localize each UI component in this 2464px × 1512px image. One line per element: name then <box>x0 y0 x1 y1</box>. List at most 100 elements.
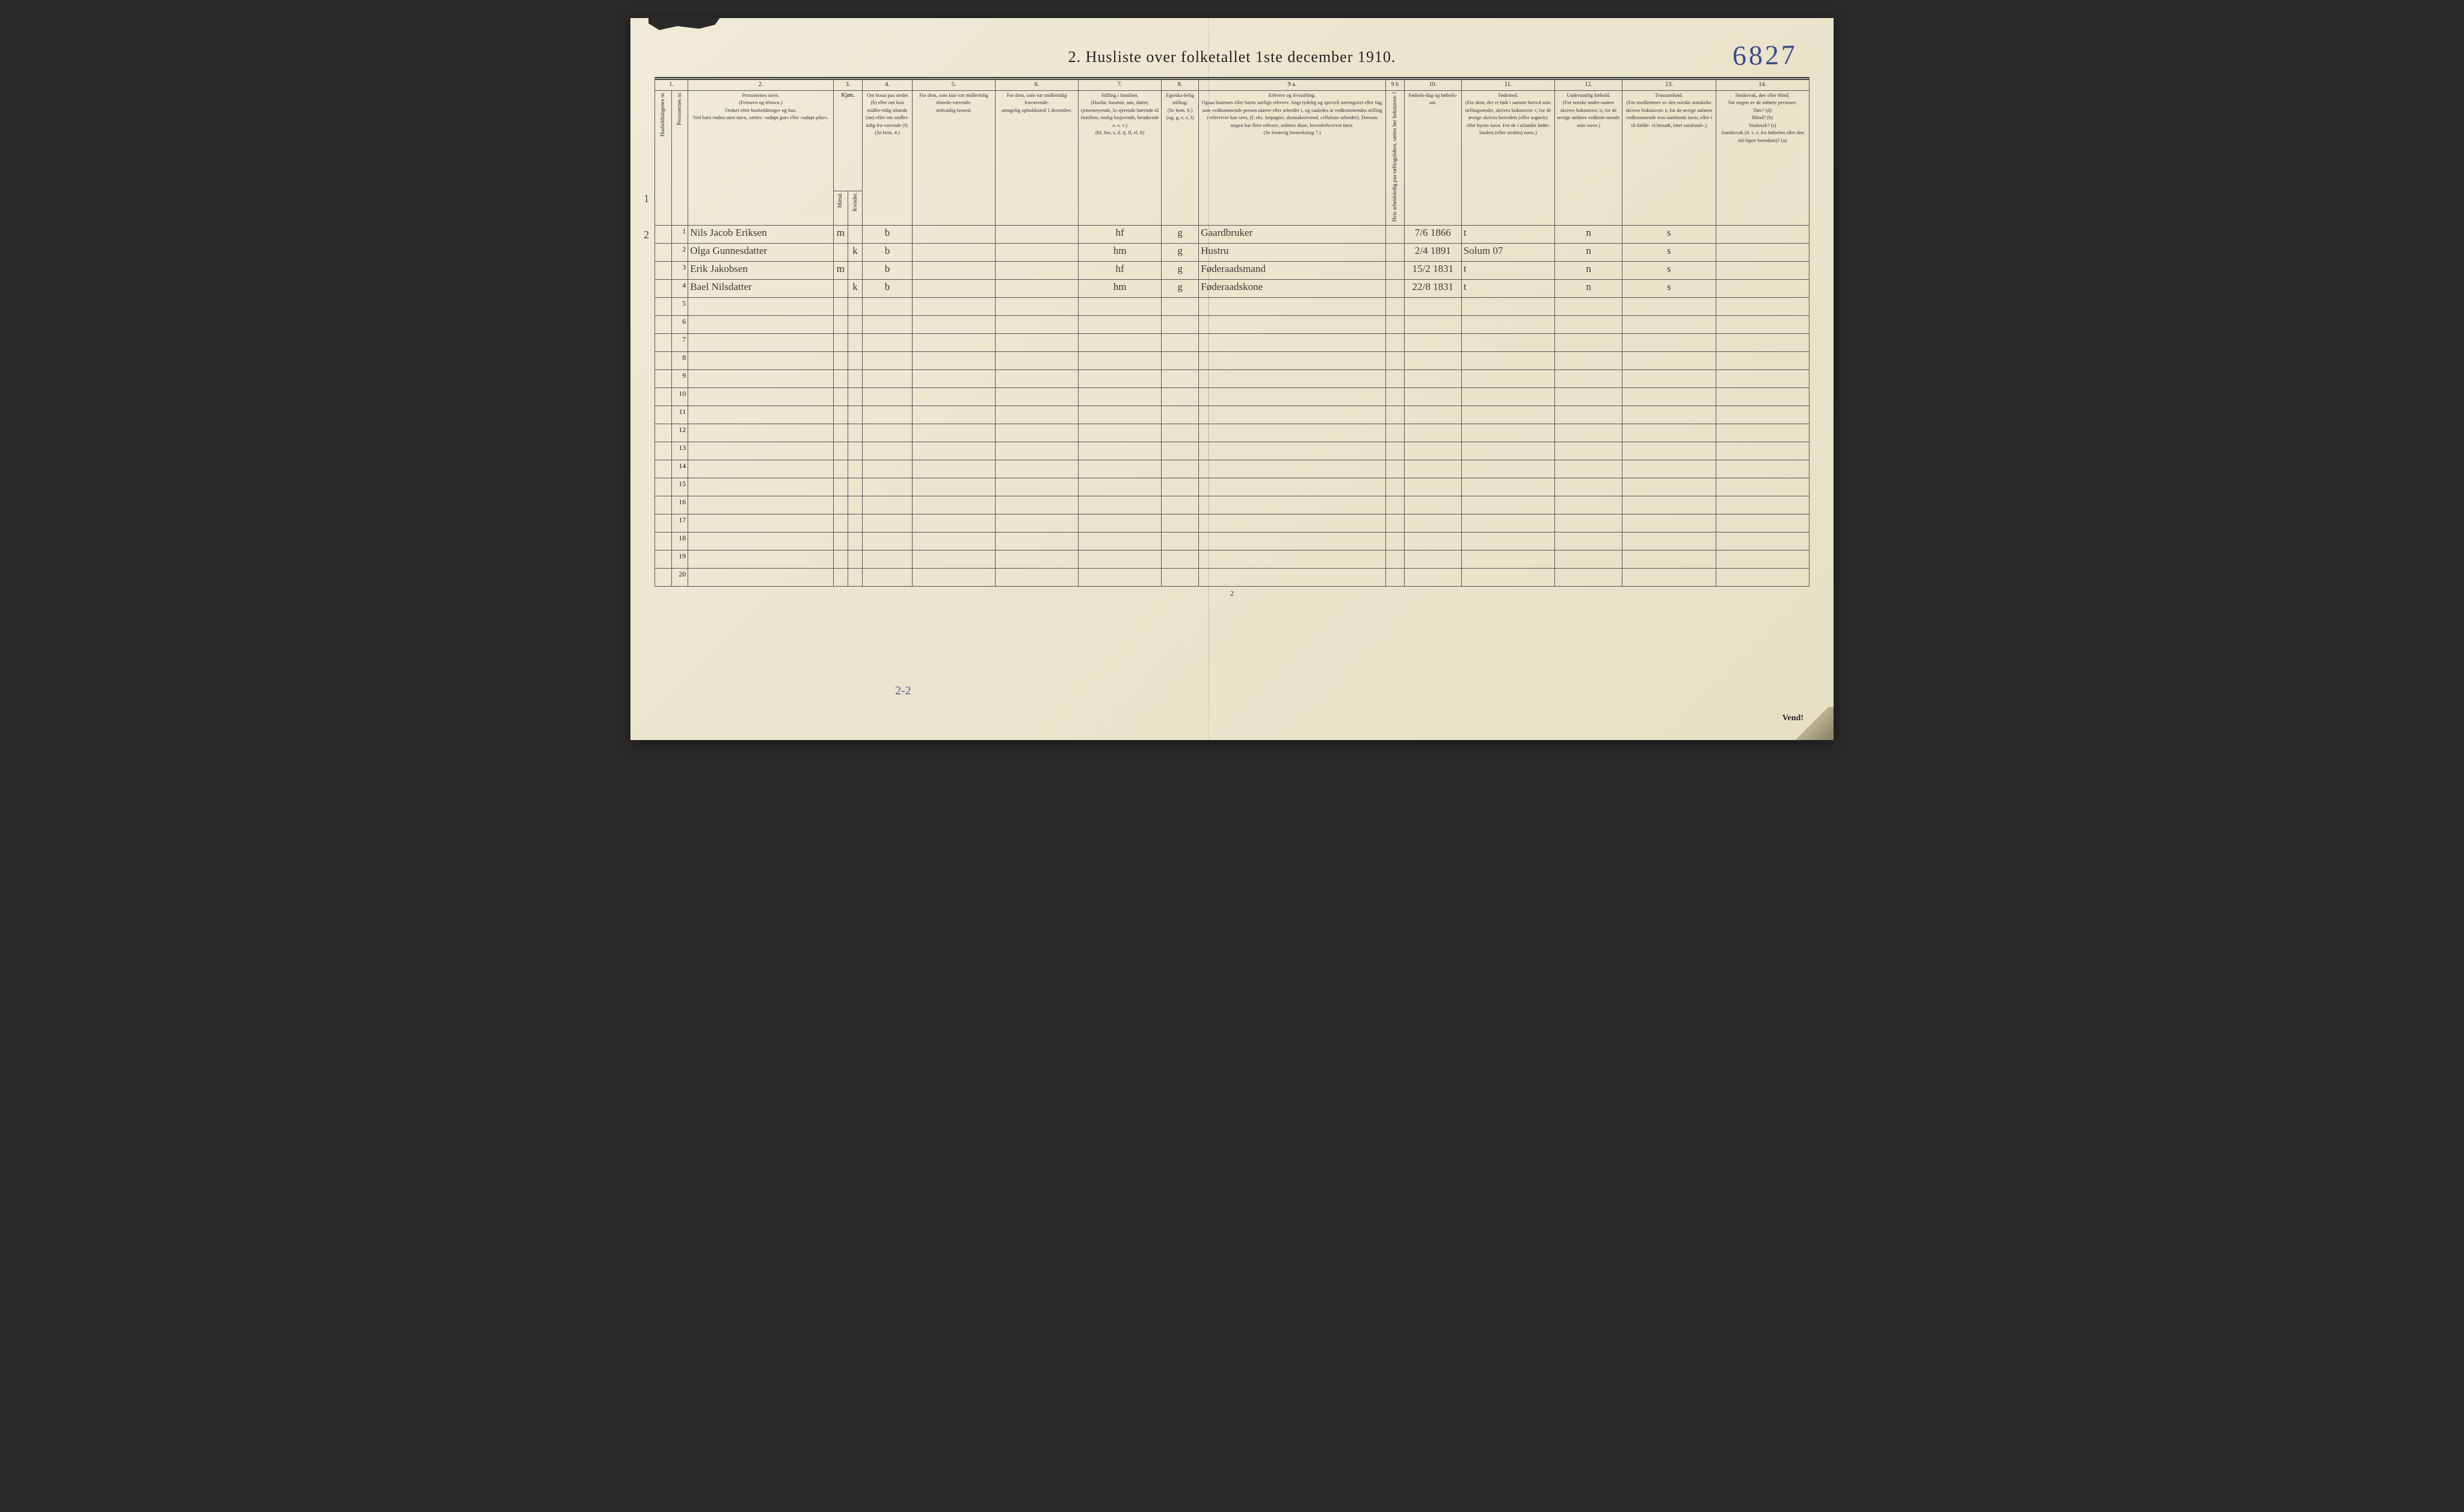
cell-empty <box>1461 496 1554 514</box>
cell-empty <box>1385 442 1404 460</box>
cell-empty <box>1716 406 1809 424</box>
cell-empty <box>1716 334 1809 352</box>
head-household-no: Husholdningenes nr. <box>655 90 672 226</box>
table-header: 1. 2. 3. 4. 5. 6. 7. 8. 9 a. 9 b 10. 11.… <box>655 80 1810 226</box>
cell-household <box>655 352 672 370</box>
cell-empty <box>1404 514 1461 532</box>
table-row-empty: 16 <box>655 496 1810 514</box>
cell-empty <box>1199 460 1386 478</box>
cell-nationality: n <box>1555 262 1622 280</box>
page-tear <box>648 17 721 30</box>
cell-empty <box>1385 478 1404 496</box>
table-row-empty: 18 <box>655 532 1810 551</box>
cell-empty <box>848 569 862 587</box>
cell-empty <box>1162 532 1199 551</box>
cell-empty <box>1555 442 1622 460</box>
cell-empty <box>833 442 848 460</box>
page-title: 2. Husliste over folketallet 1ste decemb… <box>654 48 1810 66</box>
cell-empty <box>996 370 1079 388</box>
cell-empty <box>1716 514 1809 532</box>
cell-sex-k <box>848 226 862 244</box>
cell-household <box>655 298 672 316</box>
head-sex-k: Kvinder. <box>848 191 862 226</box>
cell-household <box>655 370 672 388</box>
table-row-empty: 8 <box>655 352 1810 370</box>
cell-empty <box>1385 460 1404 478</box>
cell-nationality: n <box>1555 244 1622 262</box>
cell-empty <box>833 316 848 334</box>
cell-empty <box>1716 532 1809 551</box>
head-temp-absent: For dem, som var midlertidig fraværende:… <box>996 90 1079 226</box>
cell-religion: s <box>1622 226 1716 244</box>
cell-empty <box>1162 569 1199 587</box>
cell-empty <box>833 370 848 388</box>
cell-empty <box>1079 514 1162 532</box>
cell-name: Erik Jakobsen <box>688 262 834 280</box>
cell-empty <box>863 388 913 406</box>
cell-sex-m <box>833 280 848 298</box>
cell-person-no: 5 <box>671 298 688 316</box>
cell-empty <box>848 478 862 496</box>
cell-empty <box>848 334 862 352</box>
cell-empty <box>863 496 913 514</box>
cell-birthdate: 7/6 1866 <box>1404 226 1461 244</box>
cell-empty <box>1199 388 1386 406</box>
cell-empty <box>863 514 913 532</box>
cell-disability <box>1716 244 1809 262</box>
cell-empty <box>1404 478 1461 496</box>
cell-temp-absent <box>996 226 1079 244</box>
cell-residence: b <box>863 262 913 280</box>
cell-empty <box>1461 352 1554 370</box>
cell-empty <box>1555 298 1622 316</box>
cell-marital: g <box>1162 244 1199 262</box>
cell-empty <box>912 569 995 587</box>
cell-household <box>655 460 672 478</box>
head-unemployed: Hvis arbeidsledig paa tællingstidten, sæ… <box>1385 90 1404 226</box>
cell-empty <box>1199 352 1386 370</box>
cell-empty <box>688 532 834 551</box>
cell-empty <box>1199 424 1386 442</box>
handwritten-annotation: 6827 <box>1732 39 1798 72</box>
cell-household <box>655 496 672 514</box>
cell-person-no: 7 <box>671 334 688 352</box>
cell-empty <box>1555 532 1622 551</box>
cell-empty <box>1385 370 1404 388</box>
page-number: 2 <box>654 589 1810 598</box>
cell-empty <box>863 532 913 551</box>
cell-temp-absent <box>996 280 1079 298</box>
head-person-no: Personernes nr. <box>671 90 688 226</box>
cell-empty <box>1404 316 1461 334</box>
cell-person-no: 1 <box>671 226 688 244</box>
colnum-12: 12. <box>1555 80 1622 91</box>
head-birthplace: Fødested. (For dem, der er født i samme … <box>1461 90 1554 226</box>
cell-sex-k: k <box>848 280 862 298</box>
cell-empty <box>912 334 995 352</box>
cell-family-pos: hm <box>1079 280 1162 298</box>
cell-empty <box>912 496 995 514</box>
cell-empty <box>1716 569 1809 587</box>
colnum-8: 8. <box>1162 80 1199 91</box>
head-sex: Kjøn. <box>833 90 862 191</box>
cell-empty <box>1385 388 1404 406</box>
cell-birthdate: 2/4 1891 <box>1404 244 1461 262</box>
cell-empty <box>912 370 995 388</box>
cell-empty <box>1555 352 1622 370</box>
cell-empty <box>1079 460 1162 478</box>
cell-household <box>655 316 672 334</box>
cell-empty <box>1385 406 1404 424</box>
cell-empty <box>1404 460 1461 478</box>
cell-empty <box>1622 424 1716 442</box>
cell-temp-present <box>912 280 995 298</box>
cell-disability <box>1716 226 1809 244</box>
cell-empty <box>1555 514 1622 532</box>
cell-household <box>655 280 672 298</box>
table-row: 2Olga GunnesdatterkbhmgHustru2/4 1891Sol… <box>655 244 1810 262</box>
cell-empty <box>1199 514 1386 532</box>
colnum-9a: 9 a. <box>1199 80 1386 91</box>
table-row-empty: 6 <box>655 316 1810 334</box>
cell-empty <box>1385 334 1404 352</box>
cell-empty <box>1716 496 1809 514</box>
cell-empty <box>833 460 848 478</box>
cell-empty <box>1716 442 1809 460</box>
cell-empty <box>1716 352 1809 370</box>
